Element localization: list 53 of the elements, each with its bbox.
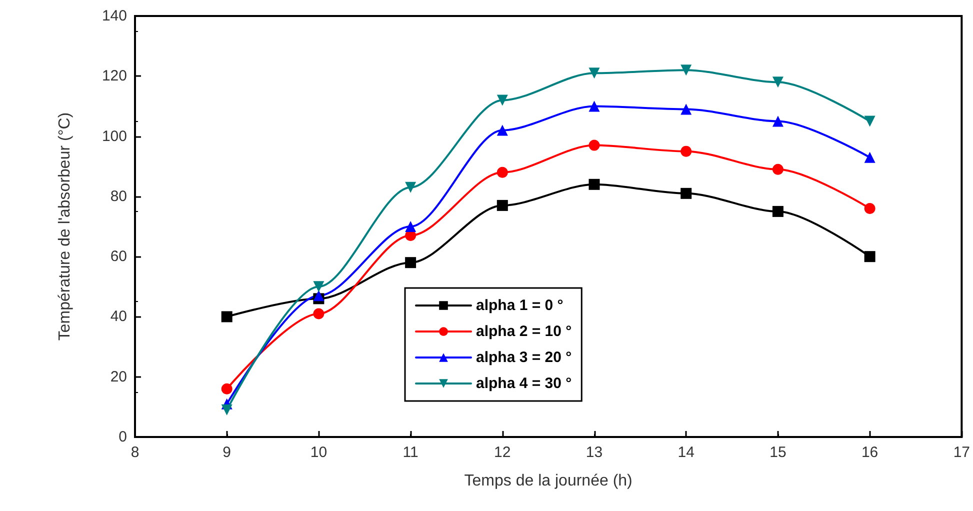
point: [405, 221, 416, 232]
y-tick-label: 40: [110, 308, 127, 326]
x-tick-label: 13: [586, 444, 603, 461]
point: [864, 251, 876, 262]
point: [588, 100, 600, 112]
x-tick-label: 14: [678, 444, 694, 461]
y-tick-label: 120: [102, 68, 127, 85]
y-axis-title: Température de l'absorbeur (°C): [56, 112, 74, 341]
point: [405, 182, 416, 193]
y-tick-label: 20: [110, 368, 127, 386]
point: [496, 94, 508, 106]
x-tick-label: 12: [494, 444, 511, 461]
point: [221, 311, 232, 322]
point: [680, 104, 692, 115]
y-tick-label: 60: [110, 248, 127, 266]
point: [313, 308, 324, 320]
x-tick-label: 10: [310, 444, 328, 461]
point: [405, 257, 416, 268]
point: [221, 383, 232, 394]
point: [588, 178, 600, 190]
point: [313, 281, 324, 292]
x-tick-label: 15: [770, 444, 786, 461]
legend-label: alpha 4 = 30 °: [476, 375, 572, 392]
point: [864, 116, 876, 127]
legend-label: alpha 1 = 0 °: [476, 297, 564, 314]
point: [864, 202, 876, 214]
legend-label: alpha 3 = 20 °: [476, 349, 572, 366]
point: [496, 166, 508, 178]
x-tick-label: 16: [861, 444, 878, 461]
point: [772, 76, 784, 88]
x-tick-label: 11: [402, 444, 418, 461]
point: [313, 290, 324, 302]
point: [680, 188, 692, 199]
point: [588, 68, 600, 79]
point: [772, 116, 784, 127]
y-tick-label: 80: [110, 188, 127, 205]
y-tick-label: 100: [102, 128, 127, 145]
point: [496, 124, 508, 136]
point: [588, 140, 600, 151]
x-tick-label: 9: [222, 444, 232, 461]
point: [864, 152, 876, 163]
legend-label: alpha 2 = 10 °: [476, 323, 572, 340]
x-tick-label: 8: [130, 444, 140, 461]
y-tick-label: 0: [118, 428, 127, 446]
point: [772, 206, 784, 217]
x-tick-label: 17: [953, 444, 970, 461]
y-tick-label: 140: [102, 8, 127, 24]
x-axis-title: Temps de la journée (h): [464, 472, 632, 490]
point: [772, 164, 784, 175]
point: [496, 200, 508, 211]
point: [680, 146, 692, 157]
point: [221, 404, 232, 416]
point: [680, 64, 692, 76]
